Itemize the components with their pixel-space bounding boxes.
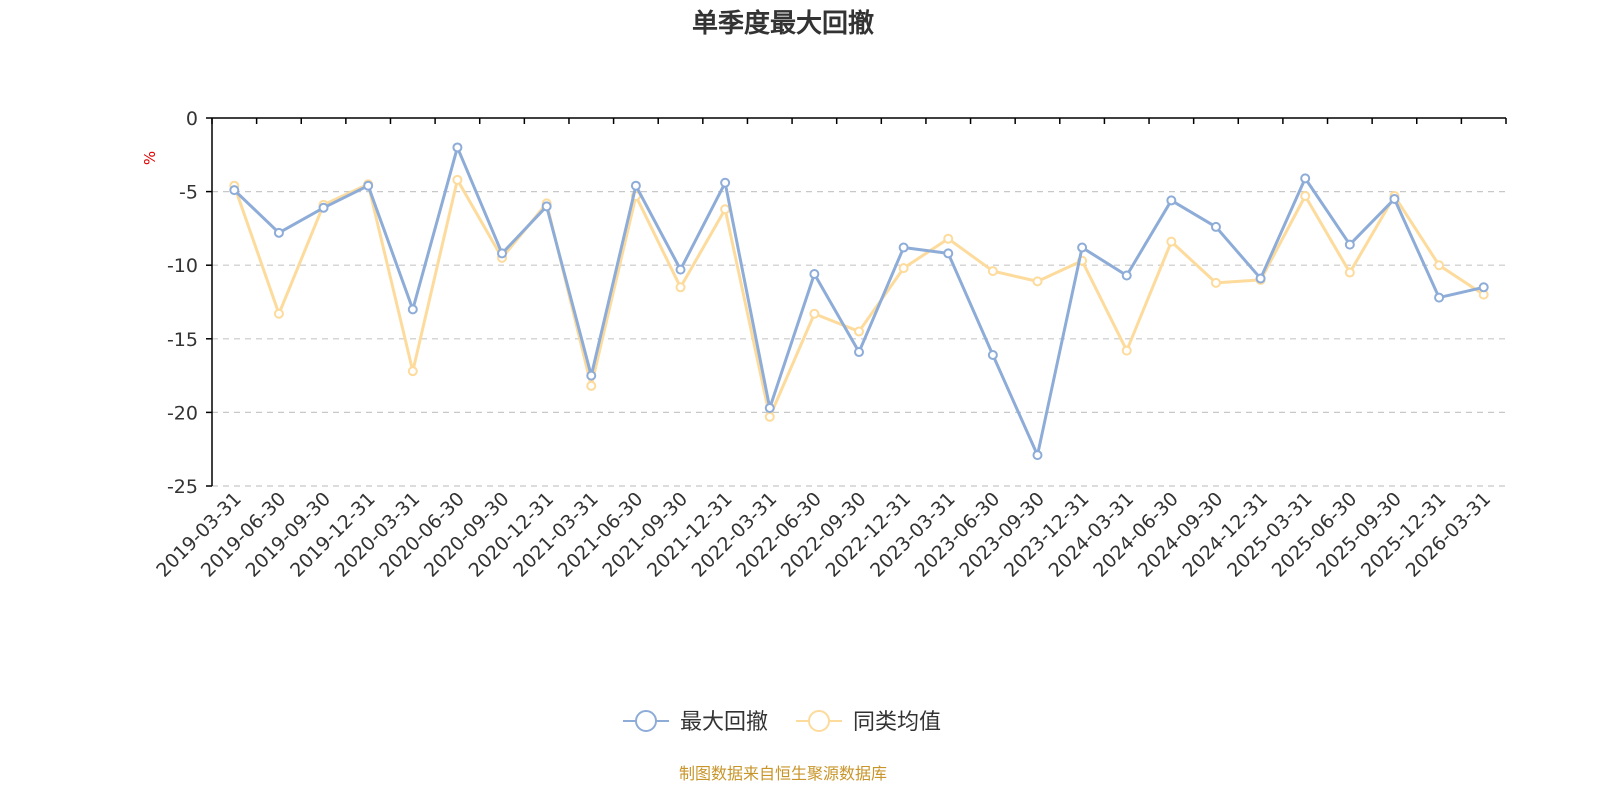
data-point[interactable] [1434,292,1445,303]
data-point[interactable] [764,402,775,413]
data-point[interactable] [1344,239,1355,250]
data-point[interactable] [987,349,998,360]
legend-item[interactable]: 同类均值 [796,710,941,735]
series-1 [229,174,1489,422]
data-point[interactable] [1255,273,1266,284]
data-point[interactable] [1032,276,1043,287]
data-point[interactable] [273,308,284,319]
y-tick-label: -15 [167,329,198,351]
data-point[interactable] [720,177,731,188]
legend-label: 最大回撤 [680,710,768,735]
legend[interactable]: 最大回撤 同类均值 [623,710,941,735]
data-point[interactable] [452,142,463,153]
series-line [232,178,1485,419]
data-point[interactable] [898,263,909,274]
legend-marker-icon [635,710,657,732]
series-0 [229,142,1489,461]
data-point[interactable] [854,326,864,337]
data-point[interactable] [273,227,284,238]
data-point[interactable] [1210,277,1221,288]
data-point[interactable] [675,282,686,293]
data-point[interactable] [1344,267,1355,278]
data-point[interactable] [1478,282,1489,293]
data-point[interactable] [1077,242,1088,253]
data-point[interactable] [1300,191,1311,202]
chart-title: 单季度最大回撤 [692,8,874,39]
data-point[interactable] [809,269,820,280]
data-point[interactable] [943,233,954,244]
data-point[interactable] [675,264,686,275]
y-tick-label: -20 [167,402,198,424]
data-point[interactable] [1166,195,1177,206]
data-point[interactable] [407,366,418,377]
data-point[interactable] [318,202,329,213]
data-point[interactable] [630,180,641,191]
data-point[interactable] [452,174,463,185]
data-point[interactable] [1121,345,1132,356]
data-point[interactable] [497,248,508,259]
legend-marker-icon [808,710,830,732]
data-point[interactable] [541,201,552,212]
data-point[interactable] [943,248,954,259]
series-lines [229,142,1489,461]
data-point[interactable] [586,370,597,381]
data-point[interactable] [1166,236,1177,247]
y-tick-label: 0 [186,108,198,130]
data-point[interactable] [854,347,864,358]
data-point[interactable] [586,380,597,391]
data-point[interactable] [809,308,820,319]
data-point[interactable] [407,304,418,315]
data-point[interactable] [1210,221,1221,232]
data-point[interactable] [1300,173,1311,184]
data-point[interactable] [1434,260,1445,271]
series-line [233,145,1485,457]
data-point[interactable] [898,242,909,253]
y-tick-label: -5 [179,182,198,204]
grid-lines [212,191,1506,487]
data-point[interactable] [987,266,998,277]
y-tick-label: -25 [167,476,198,498]
data-point[interactable] [1121,270,1132,281]
source-note: 制图数据来自恒生聚源数据库 [679,764,887,783]
data-point[interactable] [1389,193,1400,204]
data-point[interactable] [229,185,240,196]
data-point[interactable] [764,411,775,422]
data-point[interactable] [1032,450,1043,461]
legend-item[interactable]: 最大回撤 [623,710,768,735]
y-axis-unit-label: % [141,151,159,165]
data-point[interactable] [363,180,374,191]
data-point[interactable] [720,204,731,215]
y-tick-label: -10 [167,255,198,277]
legend-label: 同类均值 [853,710,941,735]
